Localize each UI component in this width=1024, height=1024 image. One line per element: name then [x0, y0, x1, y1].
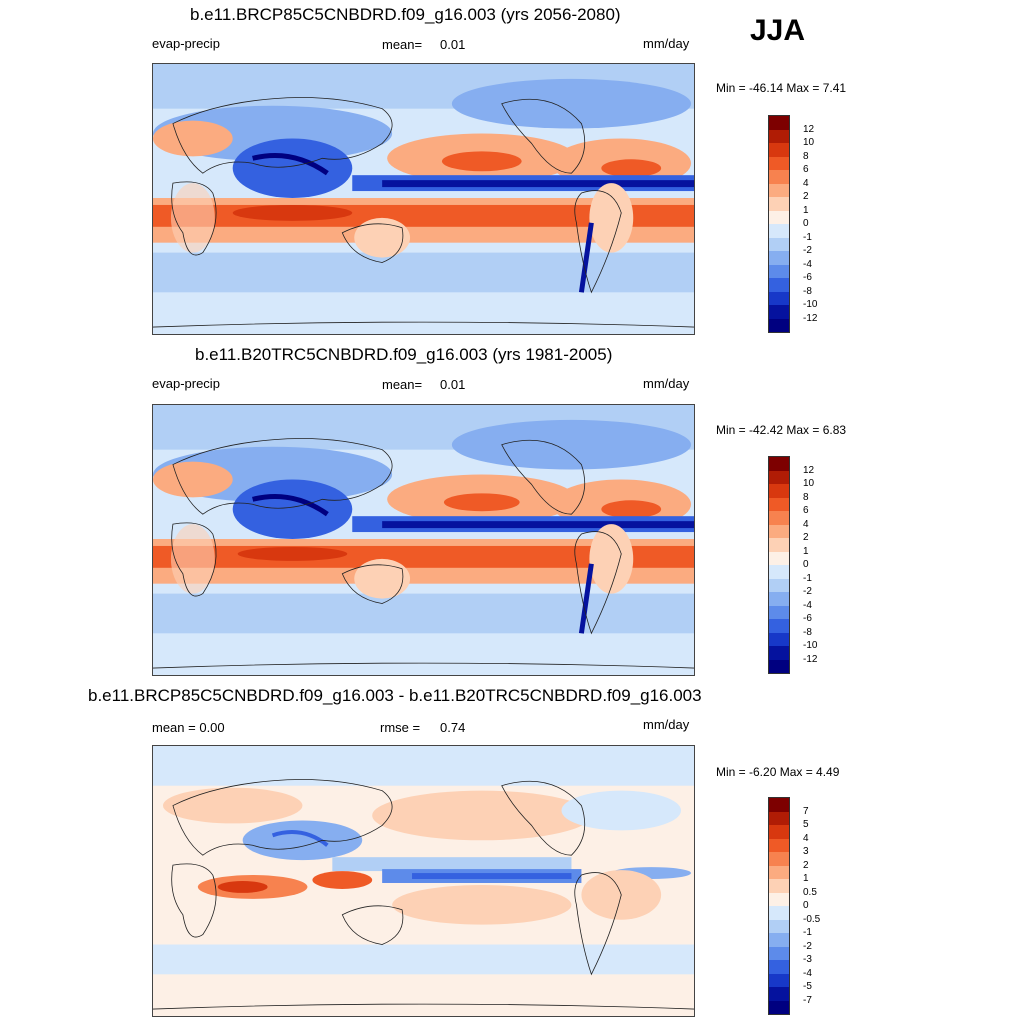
panel-3-colorbar-label: -7 — [803, 995, 812, 1006]
panel-2-minmax: Min = -42.42 Max = 6.83 — [716, 423, 847, 437]
panel-3-colorbar-label: -3 — [803, 954, 812, 965]
panel-1-colorbar-label: -4 — [803, 259, 812, 270]
panel-2-title: b.e11.B20TRC5CNBDRD.f09_g16.003 (yrs 198… — [195, 345, 613, 364]
panel-1-mean-label: mean= — [382, 37, 423, 52]
panel-1-variable-label: evap-precip — [152, 36, 220, 51]
panel-2-colorbar-label: -10 — [803, 640, 818, 651]
panel-2-mean-value: 0.01 — [440, 377, 466, 392]
panel-2-mean-label: mean= — [382, 377, 423, 392]
panel-1-colorbar-label: 0 — [803, 218, 809, 229]
panel-2-colorbar-label: -6 — [803, 613, 812, 624]
panel-2-colorbar-label: 8 — [803, 492, 809, 503]
panel-3-minmax: Min = -6.20 Max = 4.49 — [716, 765, 840, 779]
panel-3-colorbar-label: -2 — [803, 941, 812, 952]
panel-3-colorbar-label: 0.5 — [803, 887, 817, 898]
panel-2-map — [152, 404, 695, 676]
panel-3-colorbar-label: -1 — [803, 927, 812, 938]
panel-2-colorbar-label: 1 — [803, 546, 809, 557]
panel-2-colorbar-label: 2 — [803, 532, 809, 543]
panel-1-colorbar-label: -1 — [803, 232, 812, 243]
panel-2-colorbar-label: 10 — [803, 478, 815, 489]
panel-1-title: b.e11.BRCP85C5CNBDRD.f09_g16.003 (yrs 20… — [190, 5, 621, 24]
panel-2-colorbar-label: 12 — [803, 465, 815, 476]
panel-1-colorbar-label: 12 — [803, 124, 815, 135]
panel-3-colorbar-label: -0.5 — [803, 914, 821, 925]
panel-1-colorbar-label: 1 — [803, 205, 809, 216]
panel-1-colorbar — [768, 115, 790, 333]
panel-2-colorbar-label: -4 — [803, 600, 812, 611]
panel-3-mean-label: mean = 0.00 — [152, 720, 225, 735]
panel-2-colorbar-label: -12 — [803, 654, 818, 665]
panel-1-colorbar-label: -6 — [803, 272, 812, 283]
panel-1-colorbar-label: 2 — [803, 191, 809, 202]
panel-2-colorbar-label: 6 — [803, 505, 809, 516]
panel-3-rmse-label: rmse = — [380, 720, 421, 735]
panel-3-colorbar-label: 1 — [803, 873, 809, 884]
panel-1-colorbar-label: -12 — [803, 313, 818, 324]
panel-3-colorbar-label: 0 — [803, 900, 809, 911]
panel-3-colorbar-label: 4 — [803, 833, 809, 844]
panel-1-colorbar-label: -2 — [803, 245, 812, 256]
panel-1-colorbar-label: 4 — [803, 178, 809, 189]
panel-3-colorbar — [768, 797, 790, 1015]
panel-3-map-field — [153, 746, 694, 1016]
panel-2-variable-label: evap-precip — [152, 376, 220, 391]
panel-1-colorbar-label: 10 — [803, 137, 815, 148]
panel-3-rmse-value: 0.74 — [440, 720, 466, 735]
panel-2-colorbar-label: -2 — [803, 586, 812, 597]
panel-3-colorbar-label: -5 — [803, 981, 812, 992]
panel-3-colorbar-label: 7 — [803, 806, 809, 817]
panel-3-colorbar-label: 3 — [803, 846, 809, 857]
panel-3-colorbar-label: 2 — [803, 860, 809, 871]
panel-2-colorbar-label: 4 — [803, 519, 809, 530]
panel-2-colorbar-label: 0 — [803, 559, 809, 570]
panel-1-colorbar-label: -10 — [803, 299, 818, 310]
panel-2-colorbar-label: -8 — [803, 627, 812, 638]
panel-2-units: mm/day — [643, 376, 690, 391]
panel-1-mean-value: 0.01 — [440, 37, 466, 52]
panel-1-colorbar-label: -8 — [803, 286, 812, 297]
panel-1-minmax: Min = -46.14 Max = 7.41 — [716, 81, 847, 95]
panel-1-units: mm/day — [643, 36, 690, 51]
panel-1-map-field — [153, 64, 694, 334]
panel-1-colorbar-label: 6 — [803, 164, 809, 175]
panel-3-title: b.e11.BRCP85C5CNBDRD.f09_g16.003 - b.e11… — [88, 686, 702, 705]
panel-3-colorbar-label: -4 — [803, 968, 812, 979]
panel-1-map — [152, 63, 695, 335]
panel-1-colorbar-label: 8 — [803, 151, 809, 162]
panel-3-map — [152, 745, 695, 1017]
panel-3-colorbar-label: 5 — [803, 819, 809, 830]
season-label: JJA — [750, 14, 806, 47]
panel-2-colorbar — [768, 456, 790, 674]
panel-2-colorbar-label: -1 — [803, 573, 812, 584]
panel-2-map-field — [153, 405, 694, 675]
panel-3-units: mm/day — [643, 717, 690, 732]
